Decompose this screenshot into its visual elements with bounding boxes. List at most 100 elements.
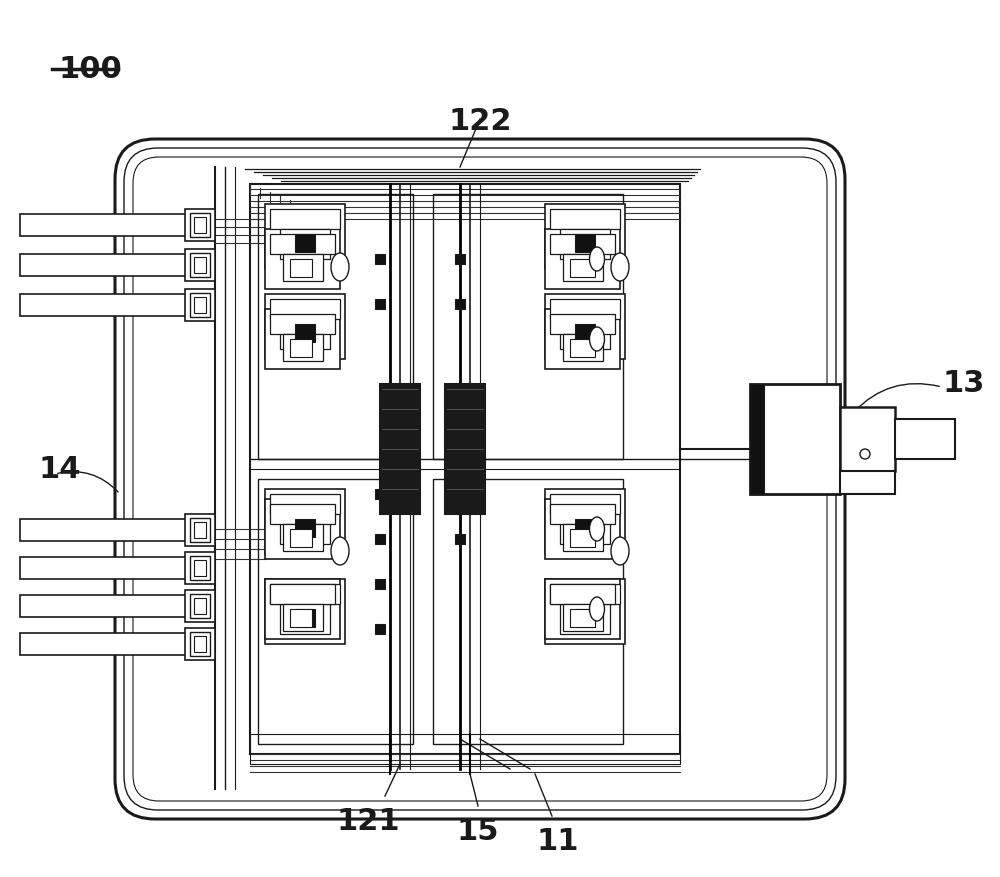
Bar [545,310,620,369]
Bar [545,230,620,289]
Bar [20,633,200,655]
Bar [190,294,210,317]
Bar [265,310,340,369]
Bar [375,624,385,634]
Bar [570,260,595,278]
Bar [194,637,206,652]
Bar [250,185,680,754]
Bar [550,315,615,335]
Bar [290,530,312,547]
Bar [265,204,345,270]
Bar [280,604,330,634]
Bar [455,489,465,499]
Bar [545,580,625,645]
Bar [550,210,620,230]
Bar [570,610,595,627]
Bar [545,204,625,270]
Bar [283,335,323,361]
Text: 14: 14 [38,455,81,484]
Bar [295,519,315,538]
Bar [563,254,603,282]
Bar [194,297,206,314]
Bar [380,384,420,515]
Bar [550,300,620,319]
Bar [190,518,210,542]
Bar [190,556,210,581]
Bar [265,230,340,289]
Bar [270,584,335,604]
Bar [375,580,385,589]
Ellipse shape [331,253,349,282]
Text: 11: 11 [537,826,579,855]
Bar [545,580,620,639]
Bar [194,523,206,538]
Bar [265,489,345,554]
Text: 121: 121 [336,806,400,835]
Bar [550,584,615,604]
Bar [840,408,895,472]
Bar [375,534,385,545]
Bar [560,319,610,350]
Bar [194,560,206,576]
Bar [550,504,615,524]
Bar [20,295,200,317]
Bar [283,604,323,631]
Bar [433,480,623,745]
Bar [258,195,413,460]
Bar [185,250,215,282]
Bar [550,584,620,604]
Bar [445,384,485,515]
Bar [563,604,603,631]
Bar [545,295,625,360]
Bar [545,489,625,554]
Bar [190,253,210,278]
Text: 122: 122 [448,107,512,136]
Bar [375,489,385,499]
Bar [895,419,955,460]
Bar [265,295,345,360]
Bar [295,235,315,253]
Bar [550,495,620,515]
Bar [265,499,340,560]
Text: 15: 15 [457,816,499,845]
Bar [258,480,413,745]
Bar [375,254,385,265]
Circle shape [860,450,870,460]
Bar [194,217,206,234]
Bar [190,632,210,656]
Bar [563,524,603,552]
Bar [265,580,345,645]
Bar [750,384,840,495]
Bar [575,519,595,538]
Bar [280,515,330,545]
Bar [570,339,595,358]
Bar [290,610,312,627]
Bar [250,734,680,764]
Text: 100: 100 [58,55,122,84]
Ellipse shape [590,328,604,352]
Bar [185,515,215,546]
Bar [20,215,200,237]
Bar [563,335,603,361]
Bar [545,499,620,560]
Bar [455,254,465,265]
Bar [270,584,340,604]
Bar [295,324,315,343]
Bar [190,595,210,618]
Bar [283,254,323,282]
Bar [550,235,615,254]
Bar [270,300,340,319]
Bar [20,595,200,617]
Bar [455,300,465,310]
Bar [20,558,200,580]
Bar [185,553,215,584]
Bar [280,230,330,260]
Bar [185,210,215,242]
Ellipse shape [611,253,629,282]
Ellipse shape [590,517,604,541]
Bar [570,530,595,547]
Bar [750,384,764,495]
Bar [190,214,210,238]
Bar [280,319,330,350]
Bar [290,260,312,278]
